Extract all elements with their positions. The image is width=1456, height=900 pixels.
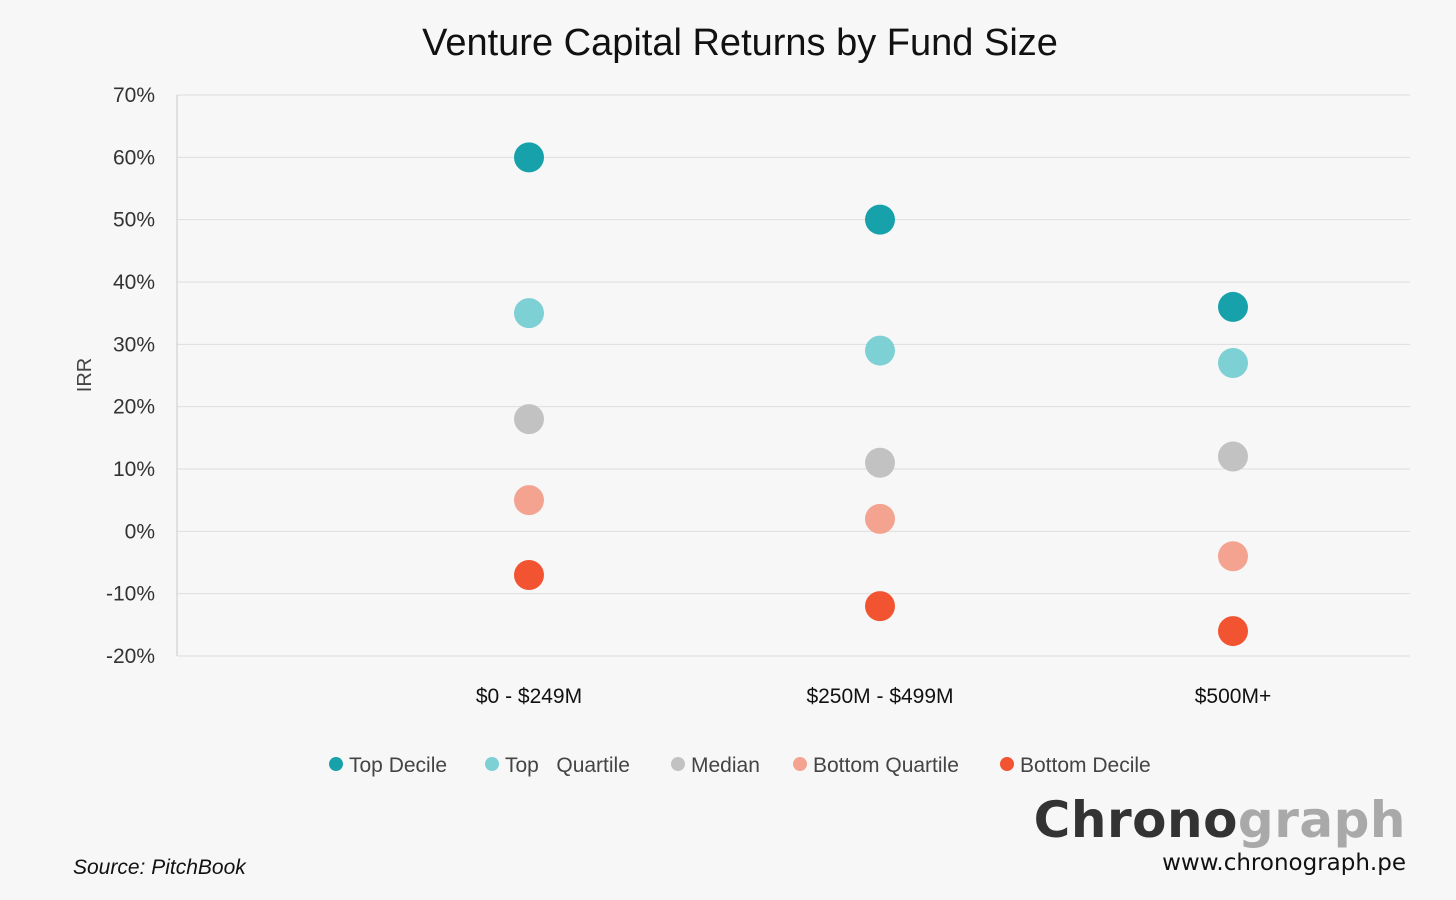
legend-item: Bottom Quartile [793, 754, 959, 777]
legend-label: Median [691, 754, 760, 777]
data-point [514, 404, 544, 435]
y-tick-label: 0% [125, 520, 155, 543]
y-tick-label: 20% [113, 396, 155, 419]
data-point [1218, 541, 1248, 572]
y-axis-label: IRR [74, 358, 96, 392]
brand-wordmark: Chronograph [1034, 790, 1406, 850]
data-point [1218, 291, 1248, 322]
y-tick-label: 60% [113, 146, 155, 169]
legend-item: Top Quartile [485, 754, 630, 777]
y-tick-label: 40% [113, 271, 155, 294]
chart-title: Venture Capital Returns by Fund Size [422, 22, 1058, 64]
y-tick-labels: 70% 60% 50% 40% 30% 20% 10% 0% -10% -20% [106, 84, 155, 668]
brand-url[interactable]: www.chronograph.pe [1162, 850, 1406, 876]
brand-wordmark-part1: Chrono [1033, 791, 1238, 849]
brand-wordmark-part2: graph [1237, 791, 1406, 849]
data-point [865, 447, 895, 478]
legend-label: Top Decile [349, 754, 447, 777]
y-tick-label: -10% [106, 583, 155, 606]
data-point [514, 298, 544, 329]
y-tick-label: 50% [113, 209, 155, 232]
data-points [514, 142, 1248, 647]
legend-label: Bottom Decile [1020, 754, 1151, 777]
legend-item: Top Decile [329, 754, 447, 777]
data-point [1218, 616, 1248, 647]
brand-logo: Chronograph www.chronograph.pe [1034, 790, 1406, 876]
data-point [1218, 348, 1248, 379]
legend-item: Median [671, 754, 760, 777]
legend-label: Bottom Quartile [813, 754, 959, 777]
data-point [514, 559, 544, 590]
legend-marker [671, 757, 685, 771]
legend-label: Top Quartile [505, 754, 630, 777]
data-point [1218, 441, 1248, 472]
data-point [865, 335, 895, 366]
legend-item: Bottom Decile [1000, 754, 1151, 777]
x-tick-label: $0 - $249M [476, 685, 582, 708]
legend: Top Decile Top Quartile Median Bottom Quart… [329, 754, 1151, 777]
y-tick-label: 10% [113, 458, 155, 481]
data-point [514, 142, 544, 173]
legend-marker [793, 757, 807, 771]
gridlines [177, 94, 1410, 657]
y-tick-label: 30% [113, 333, 155, 356]
data-point [865, 204, 895, 235]
source-note: Source: PitchBook [73, 856, 246, 879]
y-tick-label: 70% [113, 84, 155, 107]
data-point [865, 503, 895, 534]
x-tick-label: $250M - $499M [806, 685, 953, 708]
y-tick-label: -20% [106, 645, 155, 668]
legend-marker [329, 757, 343, 771]
data-point [865, 591, 895, 622]
x-tick-label: $500M+ [1195, 685, 1271, 708]
data-point [514, 485, 544, 516]
legend-marker [1000, 757, 1014, 771]
x-tick-labels: $0 - $249M $250M - $499M $500M+ [476, 685, 1271, 708]
legend-marker [485, 757, 499, 771]
